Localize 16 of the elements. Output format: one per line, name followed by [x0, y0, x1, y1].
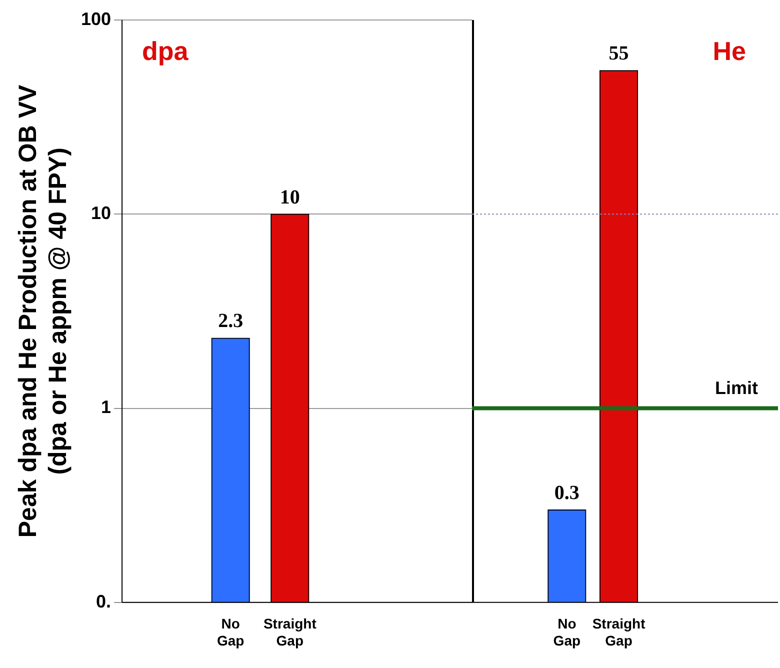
- x-tick-label: No Gap: [553, 616, 581, 648]
- data-label: 55: [608, 42, 629, 65]
- data-label: 10: [280, 186, 300, 208]
- text: dpa: [142, 36, 189, 66]
- data-label: 2.3: [218, 310, 244, 332]
- y-axis-title: Peak dpa and He Production at OB VV (dpa or He appm @ 40 FPY): [14, 84, 72, 538]
- y-tick-label: 10: [91, 203, 112, 224]
- x-tick-label: Straight Gap: [263, 616, 317, 648]
- x-tick-label: No Gap: [216, 616, 244, 648]
- ref-line-label: Limit: [715, 378, 758, 398]
- text: He: [712, 36, 746, 66]
- data-label: 0.3: [554, 482, 580, 504]
- y-tick-label: 100: [80, 8, 112, 29]
- y-tick-label: 1: [101, 397, 112, 418]
- x-tick-label: Straight Gap: [592, 616, 646, 648]
- y-tick-label: 0.: [96, 591, 112, 612]
